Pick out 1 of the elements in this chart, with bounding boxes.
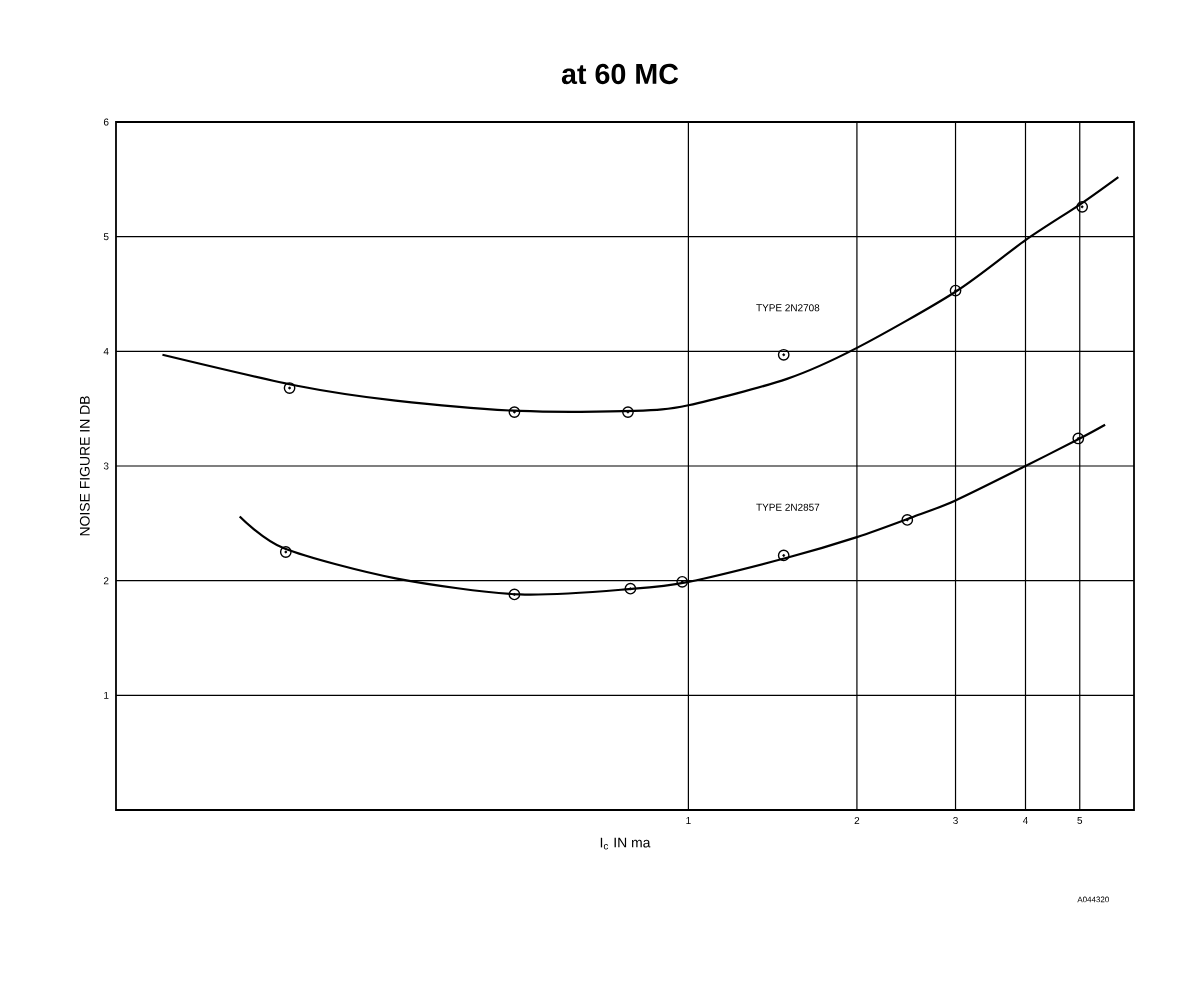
chart-title: at 60 MC <box>561 63 679 85</box>
